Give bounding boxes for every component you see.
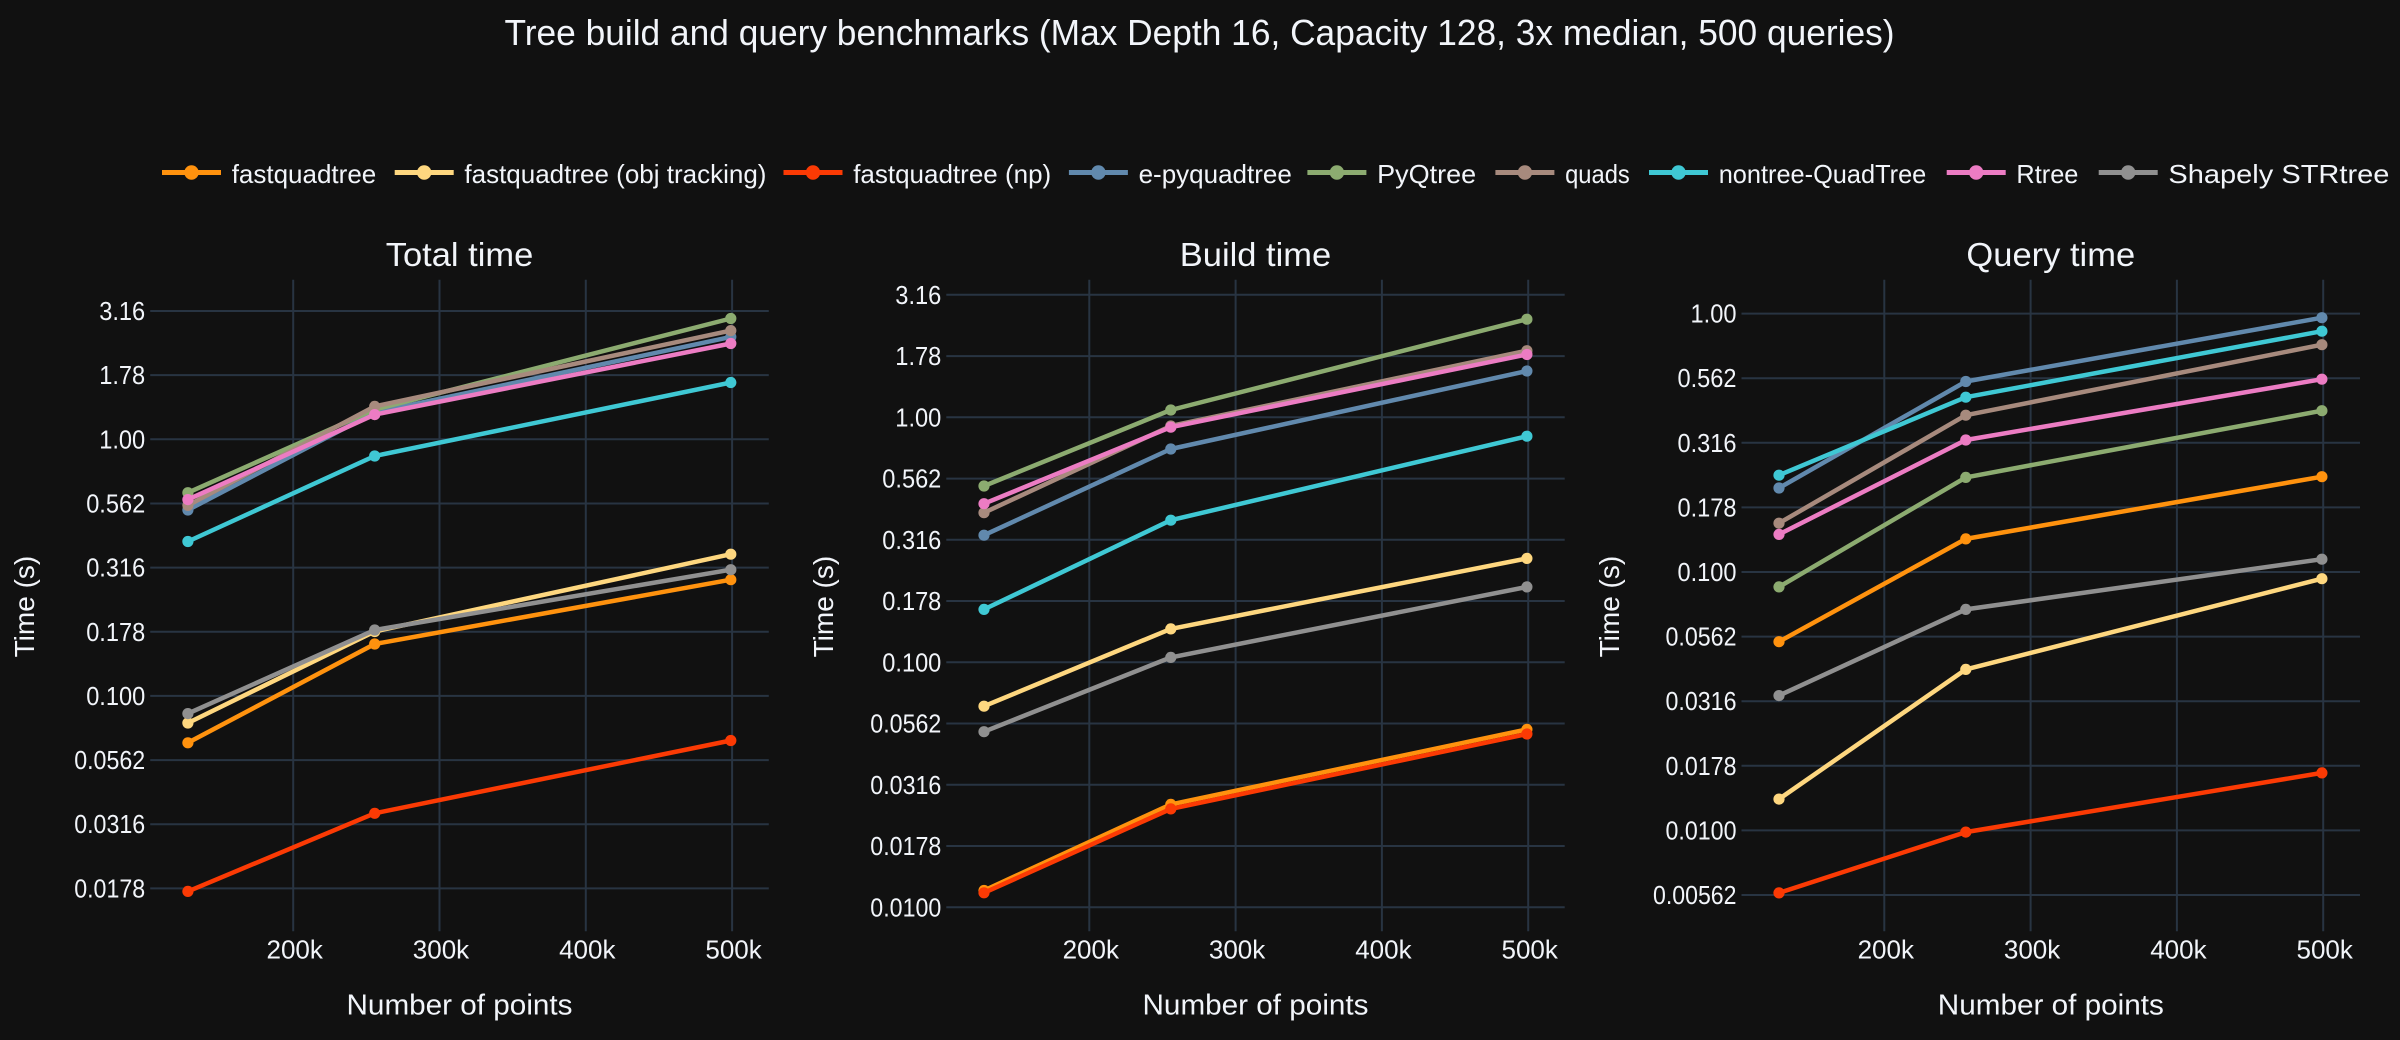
svg-text:fastquadtree (obj tracking): fastquadtree (obj tracking) bbox=[464, 159, 766, 189]
svg-text:0.0178: 0.0178 bbox=[74, 873, 145, 903]
svg-text:0.178: 0.178 bbox=[86, 617, 145, 647]
svg-text:500k: 500k bbox=[2297, 935, 2354, 965]
svg-text:0.00562: 0.00562 bbox=[1653, 880, 1737, 910]
svg-text:300k: 300k bbox=[2004, 935, 2061, 965]
svg-text:Time (s): Time (s) bbox=[9, 556, 40, 658]
svg-text:200k: 200k bbox=[1063, 935, 1120, 965]
svg-text:3.16: 3.16 bbox=[99, 296, 145, 326]
svg-text:1.00: 1.00 bbox=[99, 424, 145, 454]
svg-text:Tree build and query benchmark: Tree build and query benchmarks (Max Dep… bbox=[505, 12, 1895, 53]
svg-text:0.100: 0.100 bbox=[86, 681, 145, 711]
svg-text:0.562: 0.562 bbox=[882, 464, 941, 494]
svg-text:0.0316: 0.0316 bbox=[74, 809, 145, 839]
svg-text:PyQtree: PyQtree bbox=[1377, 159, 1476, 189]
svg-text:Shapely STRtree: Shapely STRtree bbox=[2168, 159, 2389, 189]
svg-text:0.0178: 0.0178 bbox=[1666, 751, 1737, 781]
svg-text:0.0316: 0.0316 bbox=[1666, 686, 1737, 716]
svg-text:nontree-QuadTree: nontree-QuadTree bbox=[1719, 159, 1927, 189]
svg-text:3.16: 3.16 bbox=[895, 280, 941, 310]
svg-text:fastquadtree: fastquadtree bbox=[232, 159, 377, 189]
svg-text:0.562: 0.562 bbox=[86, 489, 145, 519]
svg-text:e-pyquadtree: e-pyquadtree bbox=[1139, 159, 1292, 189]
svg-text:Total time: Total time bbox=[386, 236, 534, 273]
svg-text:Query time: Query time bbox=[1966, 236, 2135, 273]
svg-text:1.78: 1.78 bbox=[895, 341, 941, 371]
svg-text:0.0100: 0.0100 bbox=[1666, 815, 1737, 845]
svg-text:400k: 400k bbox=[559, 935, 616, 965]
svg-text:Number of points: Number of points bbox=[347, 989, 573, 1021]
svg-text:200k: 200k bbox=[1858, 935, 1915, 965]
svg-text:300k: 300k bbox=[1209, 935, 1266, 965]
svg-text:0.0562: 0.0562 bbox=[1666, 622, 1737, 652]
svg-text:0.178: 0.178 bbox=[1678, 492, 1737, 522]
svg-text:Number of points: Number of points bbox=[1938, 989, 2164, 1021]
svg-text:fastquadtree (np): fastquadtree (np) bbox=[853, 159, 1051, 189]
svg-text:0.100: 0.100 bbox=[882, 647, 941, 677]
svg-text:0.562: 0.562 bbox=[1678, 363, 1737, 393]
svg-text:200k: 200k bbox=[267, 935, 324, 965]
svg-text:500k: 500k bbox=[1502, 935, 1559, 965]
svg-text:quads: quads bbox=[1565, 159, 1630, 189]
svg-text:0.0316: 0.0316 bbox=[870, 770, 941, 800]
svg-text:0.178: 0.178 bbox=[882, 586, 941, 616]
svg-text:Time (s): Time (s) bbox=[808, 556, 839, 658]
svg-text:Build time: Build time bbox=[1180, 236, 1331, 273]
svg-text:1.00: 1.00 bbox=[895, 402, 941, 432]
svg-text:0.316: 0.316 bbox=[86, 553, 145, 583]
svg-text:Time (s): Time (s) bbox=[1594, 556, 1625, 658]
svg-text:0.316: 0.316 bbox=[1678, 428, 1737, 458]
svg-text:1.78: 1.78 bbox=[99, 360, 145, 390]
svg-text:400k: 400k bbox=[2150, 935, 2207, 965]
svg-text:Rtree: Rtree bbox=[2016, 159, 2078, 189]
svg-text:0.0562: 0.0562 bbox=[870, 709, 941, 739]
svg-text:0.100: 0.100 bbox=[1678, 557, 1737, 587]
svg-text:Number of points: Number of points bbox=[1143, 989, 1369, 1021]
svg-text:1.00: 1.00 bbox=[1691, 299, 1737, 329]
svg-text:400k: 400k bbox=[1355, 935, 1412, 965]
svg-text:0.0562: 0.0562 bbox=[74, 745, 145, 775]
svg-text:0.0178: 0.0178 bbox=[870, 831, 941, 861]
svg-text:500k: 500k bbox=[705, 935, 762, 965]
svg-text:300k: 300k bbox=[413, 935, 470, 965]
svg-text:0.0100: 0.0100 bbox=[870, 892, 941, 922]
svg-text:0.316: 0.316 bbox=[882, 525, 941, 555]
